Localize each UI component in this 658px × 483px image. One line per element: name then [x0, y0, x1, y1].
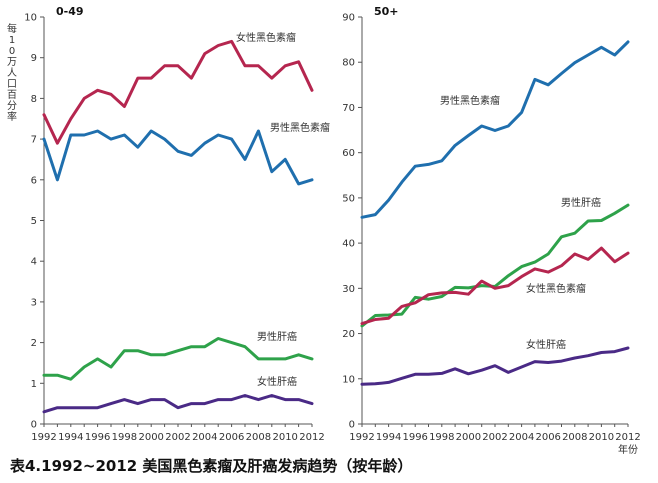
x-tick-label: 2008	[246, 432, 271, 443]
series-label-3: 女性肝癌	[257, 375, 297, 388]
y-tick-label: 7	[31, 135, 37, 146]
y-tick-label: 0	[349, 420, 355, 431]
x-tick-label: 1998	[429, 432, 454, 443]
x-tick-label: 1994	[376, 432, 401, 443]
x-axis-label: 年份	[618, 443, 638, 456]
series-label-3: 女性肝癌	[526, 338, 566, 351]
x-tick-label: 2006	[535, 432, 560, 443]
series-line-3	[360, 346, 630, 386]
x-tick-label: 2008	[562, 432, 587, 443]
x-tick-label: 2006	[219, 432, 244, 443]
y-tick-label: 6	[31, 175, 37, 186]
x-tick-label: 2004	[192, 432, 217, 443]
series-label-1: 男性黑色素瘤	[270, 121, 330, 134]
y-tick-label: 70	[342, 103, 355, 114]
x-tick-label: 2012	[615, 432, 640, 443]
panel-title: 50+	[374, 5, 399, 18]
x-tick-label: 2004	[509, 432, 534, 443]
y-tick-label: 1	[31, 379, 37, 390]
x-tick-label: 1998	[112, 432, 137, 443]
x-tick-label: 1996	[402, 432, 427, 443]
series-label-0: 男性黑色素瘤	[440, 94, 500, 107]
y-tick-label: 50	[342, 193, 355, 204]
x-tick-label: 2012	[299, 432, 324, 443]
series-label-2: 女性黑色素瘤	[526, 282, 586, 295]
y-tick-label: 5	[31, 216, 37, 227]
x-tick-label: 2002	[482, 432, 507, 443]
x-tick-label: 2000	[456, 432, 481, 443]
y-tick-label: 3	[31, 297, 37, 308]
series-line-2	[360, 246, 630, 326]
series-line-0	[42, 39, 314, 145]
series-line-2	[42, 337, 314, 381]
y-tick-label: 2	[31, 338, 37, 349]
y-tick-label: 8	[31, 94, 37, 105]
y-tick-label: 30	[342, 284, 355, 295]
x-tick-label: 1992	[349, 432, 374, 443]
series-line-1	[360, 203, 630, 328]
chart-panel-0-49: 0 1 2 3 4 5 6 7 8 9 10 1992 1994 1996 1998 2000 2002 2004…	[7, 5, 330, 443]
y-tick-label: 40	[342, 239, 355, 250]
y-tick-label: 60	[342, 148, 355, 159]
series-line-3	[42, 394, 314, 414]
x-tick-label: 2010	[272, 432, 297, 443]
y-tick-label: 4	[31, 257, 37, 268]
y-axis-label: 每 1 0 万人口百分率	[7, 22, 17, 123]
y-tick-label: 20	[342, 329, 355, 340]
y-tick-label: 10	[342, 374, 355, 385]
series-label-0: 女性黑色素瘤	[236, 31, 296, 44]
x-tick-label: 1994	[58, 432, 83, 443]
x-tick-label: 1992	[31, 432, 56, 443]
series-line-0	[360, 40, 630, 219]
figure-caption: 表4.1992~2012 美国黑色素瘤及肝癌发病趋势（按年龄）	[10, 457, 413, 475]
panel-title: 0-49	[56, 5, 84, 18]
x-tick-label: 2010	[589, 432, 614, 443]
y-tick-label: 80	[342, 58, 355, 69]
series-label-1: 男性肝癌	[561, 196, 601, 209]
series-label-2: 男性肝癌	[257, 330, 297, 343]
y-tick-label: 10	[24, 13, 37, 24]
x-tick-label: 1996	[85, 432, 110, 443]
x-tick-label: 2002	[165, 432, 190, 443]
series-line-1	[42, 129, 314, 186]
y-tick-label: 90	[342, 13, 355, 24]
y-tick-label: 9	[31, 53, 37, 64]
x-tick-label: 2000	[138, 432, 163, 443]
y-tick-label: 0	[31, 420, 37, 431]
